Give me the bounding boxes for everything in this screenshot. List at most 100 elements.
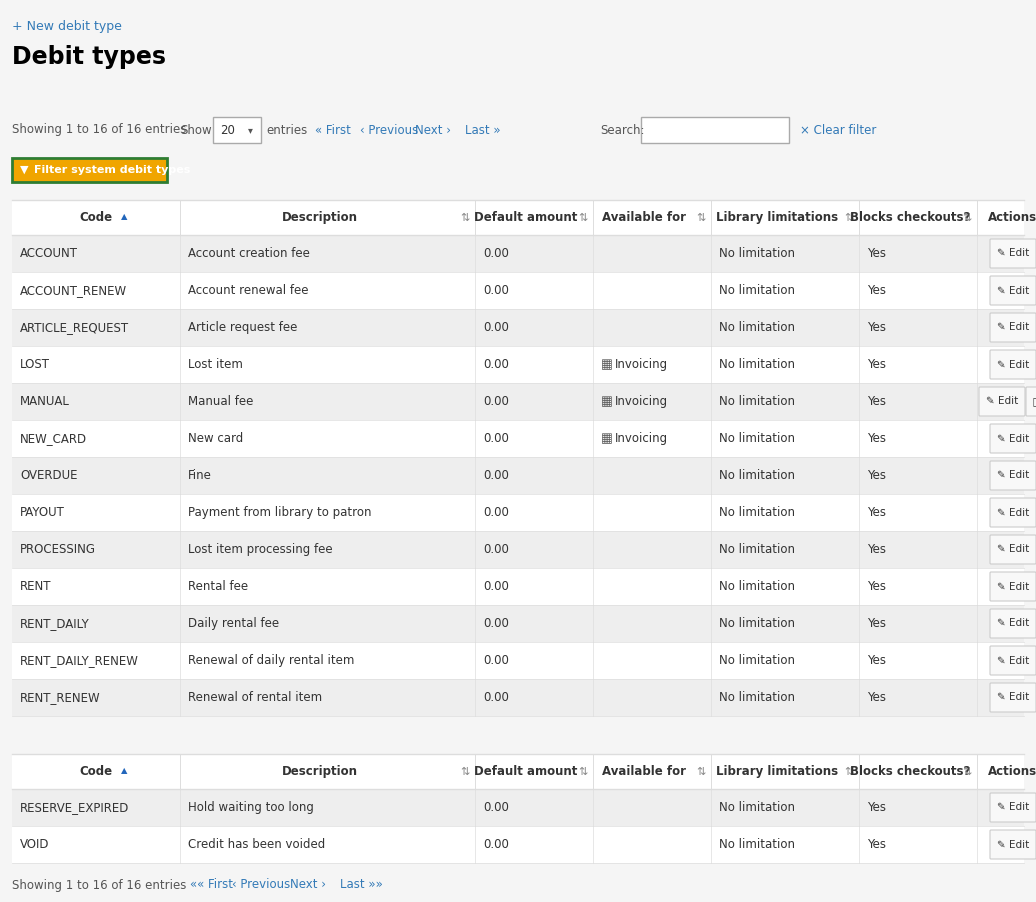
Text: ✎ Edit: ✎ Edit (997, 471, 1029, 481)
Text: No limitation: No limitation (719, 284, 795, 297)
FancyBboxPatch shape (990, 276, 1036, 305)
Bar (12, 420, 1024, 457)
Text: Invoicing: Invoicing (615, 358, 668, 371)
Text: 0.00: 0.00 (483, 358, 509, 371)
Text: × Clear filter: × Clear filter (800, 124, 876, 136)
Text: ⇅: ⇅ (962, 767, 972, 777)
Text: ▦: ▦ (601, 432, 612, 445)
Text: 0.00: 0.00 (483, 284, 509, 297)
Text: ⇅: ⇅ (578, 767, 587, 777)
Text: + New debit type: + New debit type (12, 20, 122, 33)
FancyBboxPatch shape (990, 498, 1036, 527)
Text: Library limitations: Library limitations (716, 211, 838, 224)
Text: Yes: Yes (867, 358, 886, 371)
Text: ‹ Previous: ‹ Previous (359, 124, 419, 136)
Text: No limitation: No limitation (719, 395, 795, 408)
FancyBboxPatch shape (990, 350, 1036, 379)
FancyBboxPatch shape (990, 461, 1036, 490)
Bar (12, 679, 1024, 716)
Text: ✎ Edit: ✎ Edit (997, 656, 1029, 666)
Text: Code: Code (80, 211, 113, 224)
Bar (12, 309, 1024, 346)
Text: ✎ Edit: ✎ Edit (997, 803, 1029, 813)
Text: PROCESSING: PROCESSING (20, 543, 96, 556)
Text: Invoicing: Invoicing (615, 432, 668, 445)
Text: 0.00: 0.00 (483, 617, 509, 630)
FancyBboxPatch shape (979, 387, 1025, 416)
Text: No limitation: No limitation (719, 506, 795, 519)
FancyBboxPatch shape (1026, 387, 1036, 416)
FancyBboxPatch shape (990, 683, 1036, 712)
FancyBboxPatch shape (990, 609, 1036, 638)
Text: No limitation: No limitation (719, 358, 795, 371)
Bar (12, 568, 1024, 605)
Text: Yes: Yes (867, 580, 886, 593)
Text: 0.00: 0.00 (483, 321, 509, 334)
Text: Last »»: Last »» (340, 879, 383, 891)
Text: Showing 1 to 16 of 16 entries: Showing 1 to 16 of 16 entries (12, 124, 186, 136)
Bar (12, 346, 1024, 383)
Bar (213, 117, 261, 143)
Text: Next ›: Next › (290, 879, 326, 891)
Text: ACCOUNT: ACCOUNT (20, 247, 78, 260)
FancyBboxPatch shape (990, 535, 1036, 564)
Text: Available for: Available for (602, 765, 686, 778)
Bar (641, 117, 789, 143)
Text: Next ›: Next › (415, 124, 451, 136)
Text: ⇅: ⇅ (844, 767, 854, 777)
FancyBboxPatch shape (990, 572, 1036, 601)
Text: RENT_RENEW: RENT_RENEW (20, 691, 100, 704)
Text: 20: 20 (220, 124, 235, 136)
Text: 0.00: 0.00 (483, 506, 509, 519)
Text: RESERVE_EXPIRED: RESERVE_EXPIRED (20, 801, 130, 814)
Text: ✎ Edit: ✎ Edit (986, 397, 1018, 407)
Text: Description: Description (282, 765, 357, 778)
Text: 0.00: 0.00 (483, 543, 509, 556)
Text: Default amount: Default amount (474, 765, 578, 778)
Text: Actions: Actions (988, 211, 1036, 224)
Bar (12, 642, 1024, 679)
Text: Article request fee: Article request fee (188, 321, 297, 334)
FancyBboxPatch shape (990, 239, 1036, 268)
Text: Hold waiting too long: Hold waiting too long (188, 801, 314, 814)
Text: Lost item processing fee: Lost item processing fee (188, 543, 333, 556)
Text: ✎ Edit: ✎ Edit (997, 582, 1029, 592)
Bar (12, 235, 1024, 272)
Text: No limitation: No limitation (719, 543, 795, 556)
FancyBboxPatch shape (990, 313, 1036, 342)
Bar (12, 457, 1024, 494)
Text: ▲: ▲ (121, 212, 127, 221)
Text: MANUAL: MANUAL (20, 395, 69, 408)
Text: No limitation: No limitation (719, 801, 795, 814)
Text: Available for: Available for (602, 211, 686, 224)
Text: ⇅: ⇅ (962, 213, 972, 223)
FancyBboxPatch shape (990, 646, 1036, 675)
Text: ▾: ▾ (248, 125, 253, 135)
Text: No limitation: No limitation (719, 617, 795, 630)
Text: No limitation: No limitation (719, 247, 795, 260)
Bar (12, 826, 1024, 863)
Bar (12, 754, 1024, 789)
Text: No limitation: No limitation (719, 654, 795, 667)
Text: Account renewal fee: Account renewal fee (188, 284, 309, 297)
Text: Lost item: Lost item (188, 358, 242, 371)
Text: 0.00: 0.00 (483, 432, 509, 445)
Text: Search:: Search: (600, 124, 644, 136)
Bar (12, 158, 167, 182)
Text: Debit types: Debit types (12, 45, 166, 69)
Text: RENT_DAILY_RENEW: RENT_DAILY_RENEW (20, 654, 139, 667)
Text: Actions: Actions (988, 765, 1036, 778)
Text: No limitation: No limitation (719, 432, 795, 445)
Bar (12, 272, 1024, 309)
Text: Yes: Yes (867, 654, 886, 667)
FancyBboxPatch shape (990, 793, 1036, 822)
Text: Credit has been voided: Credit has been voided (188, 838, 325, 851)
Text: Yes: Yes (867, 432, 886, 445)
Text: NEW_CARD: NEW_CARD (20, 432, 87, 445)
Text: ✎ Edit: ✎ Edit (997, 360, 1029, 370)
Text: Daily rental fee: Daily rental fee (188, 617, 279, 630)
Text: Yes: Yes (867, 321, 886, 334)
Bar (12, 605, 1024, 642)
Text: Rental fee: Rental fee (188, 580, 249, 593)
Text: Yes: Yes (867, 247, 886, 260)
